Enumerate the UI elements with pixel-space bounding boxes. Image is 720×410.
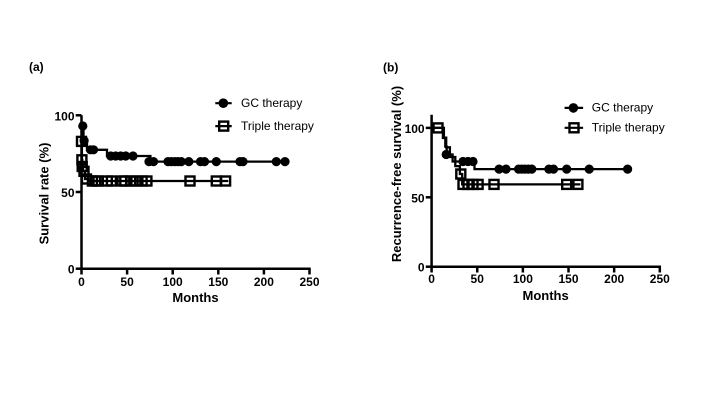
svg-text:200: 200: [254, 275, 274, 289]
svg-text:100: 100: [513, 272, 533, 286]
svg-text:GC therapy: GC therapy: [241, 96, 302, 110]
svg-text:50: 50: [120, 275, 134, 289]
svg-text:50: 50: [471, 272, 485, 286]
svg-text:Survival rate (%): Survival rate (%): [36, 143, 51, 245]
svg-text:250: 250: [299, 275, 319, 289]
svg-text:150: 150: [558, 272, 578, 286]
svg-text:200: 200: [604, 272, 624, 286]
svg-text:250: 250: [650, 272, 670, 286]
svg-text:150: 150: [208, 275, 228, 289]
svg-text:Months: Months: [172, 290, 218, 305]
svg-text:50: 50: [61, 186, 75, 200]
svg-text:0: 0: [68, 263, 75, 277]
svg-text:0: 0: [418, 261, 425, 275]
svg-text:(a): (a): [29, 60, 44, 74]
svg-text:0: 0: [428, 272, 435, 286]
svg-text:Triple therapy: Triple therapy: [592, 121, 665, 135]
svg-text:Recurrence-free survival (%): Recurrence-free survival (%): [389, 86, 404, 262]
svg-text:100: 100: [163, 275, 183, 289]
svg-text:Months: Months: [522, 288, 568, 303]
svg-text:0: 0: [78, 275, 85, 289]
svg-text:(b): (b): [383, 61, 398, 75]
svg-text:GC therapy: GC therapy: [592, 101, 653, 115]
svg-text:Triple therapy: Triple therapy: [241, 119, 314, 133]
svg-text:100: 100: [54, 109, 74, 123]
svg-text:50: 50: [411, 191, 425, 205]
svg-text:100: 100: [405, 122, 425, 136]
